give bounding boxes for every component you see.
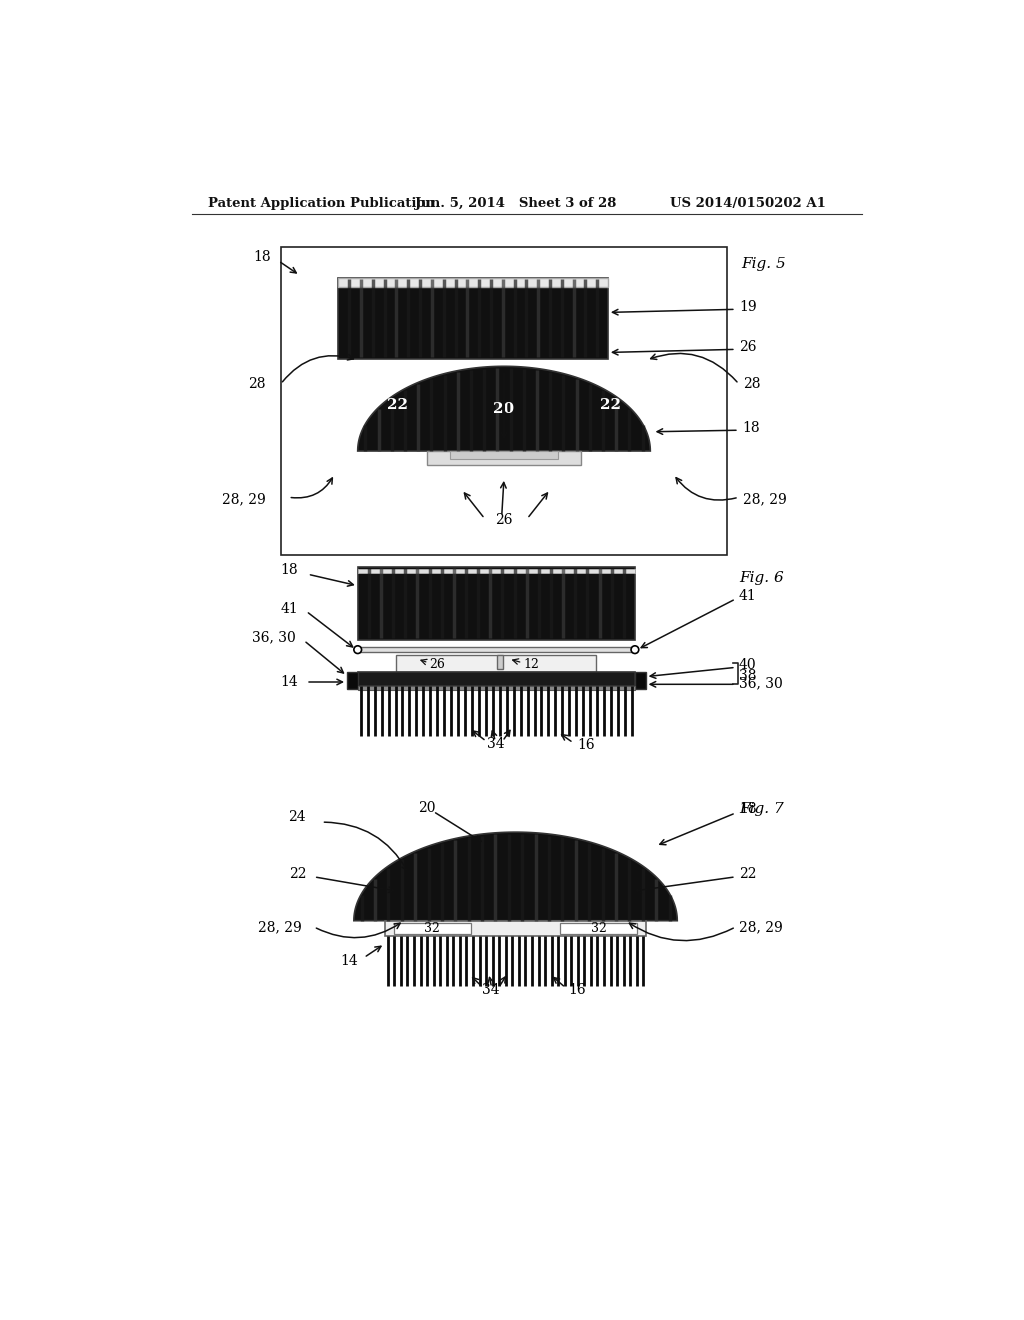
Text: 26: 26 xyxy=(429,657,445,671)
Circle shape xyxy=(354,645,361,653)
Text: 14: 14 xyxy=(281,675,298,689)
Bar xyxy=(357,672,635,686)
Text: 22: 22 xyxy=(289,867,306,882)
Text: 18: 18 xyxy=(281,564,298,577)
Bar xyxy=(357,686,635,690)
Text: 22: 22 xyxy=(739,867,757,882)
Text: 28: 28 xyxy=(742,378,760,391)
Text: 34: 34 xyxy=(487,737,505,751)
Text: 41: 41 xyxy=(281,602,298,616)
Text: 20: 20 xyxy=(418,800,436,814)
Bar xyxy=(560,923,637,933)
Text: 38: 38 xyxy=(739,669,757,682)
Text: Fig. 5: Fig. 5 xyxy=(741,257,786,271)
Text: 28, 29: 28, 29 xyxy=(742,492,786,507)
Text: 20: 20 xyxy=(494,401,515,416)
Text: 16: 16 xyxy=(568,983,586,997)
Bar xyxy=(281,247,727,554)
Text: 28, 29: 28, 29 xyxy=(739,920,782,933)
Text: 36, 30: 36, 30 xyxy=(252,631,296,644)
Bar xyxy=(427,451,581,465)
Text: 36, 30: 36, 30 xyxy=(739,677,782,690)
Text: 41: 41 xyxy=(739,589,757,603)
Bar xyxy=(385,921,646,936)
Text: Jun. 5, 2014   Sheet 3 of 28: Jun. 5, 2014 Sheet 3 of 28 xyxy=(416,197,616,210)
Circle shape xyxy=(631,645,639,653)
Text: Fig. 6: Fig. 6 xyxy=(739,572,783,585)
Bar xyxy=(357,566,635,640)
Text: Patent Application Publication: Patent Application Publication xyxy=(208,197,434,210)
Text: 18: 18 xyxy=(739,803,757,816)
Text: US 2014/0150202 A1: US 2014/0150202 A1 xyxy=(670,197,825,210)
Text: 18: 18 xyxy=(253,249,270,264)
Text: 18: 18 xyxy=(742,421,761,434)
Text: 40: 40 xyxy=(739,659,757,672)
Text: 28: 28 xyxy=(248,378,265,391)
Bar xyxy=(347,672,357,689)
Text: 28, 29: 28, 29 xyxy=(221,492,265,507)
Bar xyxy=(357,647,635,652)
Text: 16: 16 xyxy=(578,738,595,752)
Bar xyxy=(635,672,646,689)
Text: 24: 24 xyxy=(289,809,306,824)
Text: 14: 14 xyxy=(340,954,357,968)
Text: 34: 34 xyxy=(482,983,500,997)
Bar xyxy=(394,923,471,933)
Polygon shape xyxy=(357,367,650,451)
Text: 32: 32 xyxy=(591,921,606,935)
Text: 12: 12 xyxy=(523,657,539,671)
Bar xyxy=(357,569,635,573)
Text: Fig. 7: Fig. 7 xyxy=(739,803,783,816)
Bar xyxy=(451,451,558,459)
Text: 26: 26 xyxy=(739,341,757,354)
Bar xyxy=(396,655,596,672)
Text: 28, 29: 28, 29 xyxy=(258,920,301,933)
Bar xyxy=(339,277,608,286)
Text: 26: 26 xyxy=(496,513,513,527)
Bar xyxy=(497,655,503,669)
Text: 19: 19 xyxy=(739,300,757,314)
Text: 32: 32 xyxy=(425,921,440,935)
Polygon shape xyxy=(354,832,677,921)
Bar xyxy=(339,277,608,359)
Text: 22: 22 xyxy=(600,397,621,412)
Text: 22: 22 xyxy=(387,397,409,412)
